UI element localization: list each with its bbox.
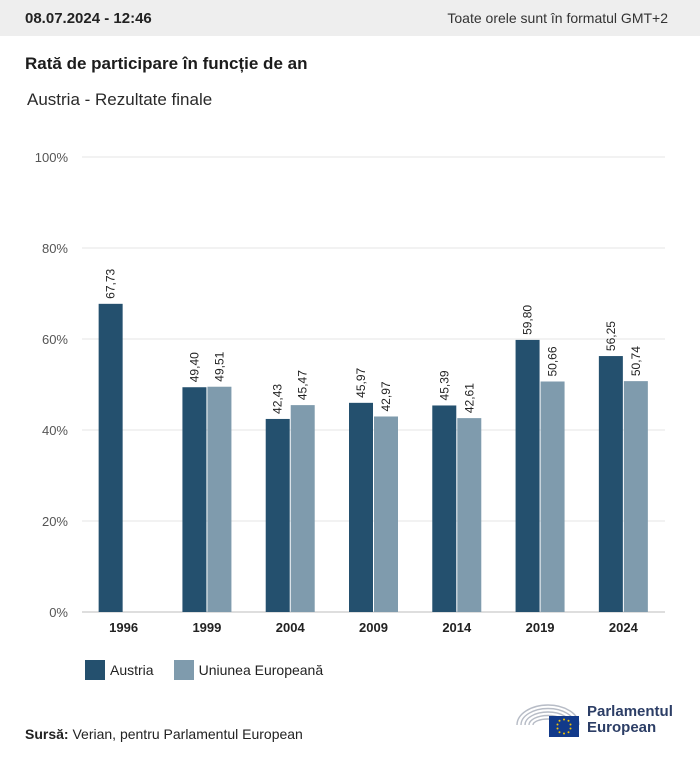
bar-austria-2019 [515,339,540,612]
bar-austria-2014 [432,405,457,612]
x-tick-label: 2019 [526,620,555,635]
y-tick-label: 20% [42,514,68,529]
legend-label-austria: Austria [110,662,154,678]
legend-label-eu: Uniunea Europeană [198,662,324,678]
chart-subtitle: Austria - Rezultate finale [27,90,213,109]
data-label: 49,40 [187,352,201,382]
x-tick-label: 1996 [109,620,138,635]
y-tick-label: 0% [49,605,68,620]
legend: Austria Uniunea Europeană [85,660,343,680]
data-label: 49,51 [212,351,226,381]
top-bar: 08.07.2024 - 12:46 Toate orele sunt în f… [0,0,700,36]
y-tick-label: 80% [42,241,68,256]
source-note: Sursă: Verian, pentru Parlamentul Europe… [25,726,303,742]
bar-eu-2014 [457,418,482,612]
source-text: Verian, pentru Parlamentul European [72,726,303,742]
bar-chart: 0% 20% 40% 60% 80% 100% 67,73 1996 49,40 49,51 199… [35,150,665,635]
data-label: 45,97 [354,367,368,397]
logo-line-1: Parlamentul [587,703,673,720]
legend-swatch-austria [85,660,105,680]
bar-austria-1996 [98,303,123,612]
chart-title: Rată de participare în funcție de an [25,54,308,73]
legend-item-austria: Austria [85,660,154,680]
x-tick-label: 2014 [442,620,472,635]
bar-austria-2024 [598,356,623,612]
ep-logo: Parlamentul European [515,701,673,739]
data-label: 50,66 [546,346,560,376]
bar-eu-2009 [374,416,398,612]
y-tick-label: 40% [42,423,68,438]
parliament-emblem-icon [516,704,580,737]
bar-eu-2024 [623,381,648,612]
data-label: 59,80 [521,305,535,335]
data-label: 42,61 [462,383,476,413]
data-label: 67,73 [104,268,118,298]
data-label: 45,47 [296,370,310,400]
x-tick-label: 2009 [359,620,388,635]
y-tick-label: 100% [35,150,69,165]
x-tick-label: 2024 [609,620,639,635]
bar-austria-1999 [182,387,207,612]
timezone-note: Toate orele sunt în formatul GMT+2 [447,10,668,26]
data-label: 42,43 [271,384,285,414]
data-label: 42,97 [379,381,393,411]
data-label: 50,74 [629,346,643,376]
y-tick-label: 60% [42,332,68,347]
timestamp: 08.07.2024 - 12:46 [25,9,152,27]
x-tick-label: 2004 [276,620,306,635]
bar-austria-2009 [349,402,373,612]
logo-line-2: European [587,719,657,736]
legend-swatch-eu [173,660,194,680]
data-label: 45,39 [437,370,451,400]
bar-eu-2019 [540,381,565,612]
logo-text: Parlamentul European [587,704,673,736]
source-label: Sursă: [25,726,69,742]
legend-item-eu: Uniunea Europeană [173,660,324,680]
data-label: 56,25 [604,321,618,351]
x-tick-label: 1999 [192,620,221,635]
bar-eu-2004 [290,405,315,612]
bar-austria-2004 [265,418,290,612]
bar-eu-1999 [207,386,232,612]
